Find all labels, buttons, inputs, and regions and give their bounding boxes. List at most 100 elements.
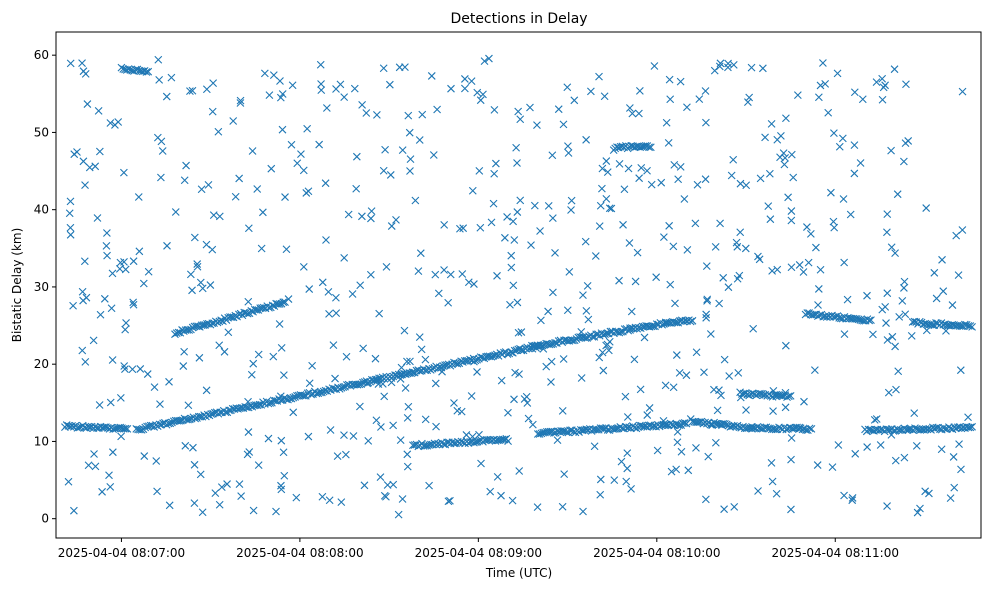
- data-point: [741, 244, 750, 253]
- data-point: [662, 118, 671, 127]
- y-tick-label: 20: [34, 357, 49, 371]
- data-point: [236, 99, 245, 107]
- data-point: [913, 508, 922, 517]
- data-point: [584, 315, 593, 324]
- data-point: [598, 348, 607, 357]
- data-point: [451, 359, 460, 368]
- data-point: [522, 392, 531, 401]
- data-point: [876, 441, 885, 449]
- data-point: [682, 371, 691, 380]
- data-point: [745, 93, 754, 102]
- data-point: [667, 467, 676, 476]
- data-point: [490, 169, 499, 178]
- data-point: [582, 307, 591, 315]
- data-point: [78, 59, 86, 67]
- data-point: [588, 332, 597, 341]
- data-point: [139, 279, 148, 288]
- plot-points: [61, 54, 976, 519]
- data-point: [840, 491, 848, 500]
- data-point: [542, 362, 551, 371]
- data-point: [122, 319, 130, 327]
- data-point: [683, 245, 692, 254]
- data-point: [840, 330, 849, 339]
- data-point: [395, 63, 404, 72]
- data-point: [708, 421, 717, 430]
- data-point: [703, 295, 712, 304]
- data-point: [894, 367, 903, 376]
- data-point: [398, 146, 407, 155]
- data-point: [372, 416, 381, 425]
- data-point: [908, 318, 917, 326]
- data-point: [624, 164, 633, 173]
- data-point: [537, 316, 545, 325]
- data-point: [891, 456, 900, 465]
- data-point: [339, 383, 348, 392]
- data-point: [564, 149, 573, 157]
- data-point: [652, 273, 661, 282]
- data-point: [799, 268, 808, 276]
- data-point: [787, 455, 795, 464]
- data-point: [650, 62, 659, 70]
- data-point: [605, 204, 614, 213]
- data-point: [297, 150, 305, 159]
- data-point: [598, 164, 607, 173]
- data-point: [317, 80, 325, 88]
- data-point: [686, 317, 695, 326]
- data-point: [898, 297, 907, 305]
- data-point: [767, 119, 776, 128]
- data-point: [901, 310, 910, 319]
- data-point: [405, 128, 414, 137]
- data-point: [683, 103, 691, 112]
- data-point: [397, 370, 406, 379]
- data-point: [804, 258, 813, 267]
- data-point: [582, 135, 591, 144]
- data-point: [100, 294, 109, 303]
- data-point: [890, 65, 899, 74]
- data-point: [292, 493, 301, 502]
- data-point: [905, 425, 914, 434]
- data-point: [503, 213, 511, 221]
- data-point: [491, 159, 500, 168]
- data-point: [236, 96, 245, 105]
- data-point: [716, 59, 725, 68]
- data-point: [276, 77, 284, 85]
- data-point: [756, 174, 765, 183]
- data-point: [834, 441, 843, 449]
- data-point: [446, 270, 455, 279]
- data-point: [171, 208, 180, 216]
- data-point: [806, 229, 815, 238]
- data-point: [782, 114, 790, 123]
- data-point: [202, 85, 211, 94]
- data-point: [288, 81, 297, 90]
- data-point: [563, 306, 572, 315]
- data-point: [245, 448, 254, 456]
- data-point: [625, 104, 634, 112]
- data-point: [181, 441, 190, 450]
- data-point: [720, 355, 729, 364]
- data-point: [220, 347, 229, 356]
- data-point: [165, 501, 174, 510]
- x-axis: 2025-04-04 08:07:00 2025-04-04 08:08:00 20…: [58, 538, 899, 560]
- data-point: [344, 210, 353, 219]
- data-point: [932, 294, 941, 303]
- data-point: [265, 91, 274, 99]
- data-point: [892, 385, 900, 394]
- data-point: [163, 241, 171, 250]
- data-point: [617, 327, 626, 336]
- data-point: [628, 109, 637, 118]
- data-point: [900, 277, 909, 286]
- y-axis: 0 10 20 30 40 50 60: [34, 48, 56, 526]
- data-point: [431, 270, 440, 279]
- data-point: [665, 221, 674, 230]
- data-point: [602, 194, 611, 203]
- data-point: [265, 303, 273, 312]
- data-point: [673, 438, 682, 447]
- data-point: [406, 357, 414, 366]
- data-point: [581, 237, 590, 246]
- data-point: [190, 499, 199, 508]
- data-point: [277, 436, 286, 445]
- data-point: [190, 460, 199, 469]
- data-point: [78, 287, 87, 296]
- data-point: [562, 428, 571, 437]
- data-point: [819, 59, 827, 67]
